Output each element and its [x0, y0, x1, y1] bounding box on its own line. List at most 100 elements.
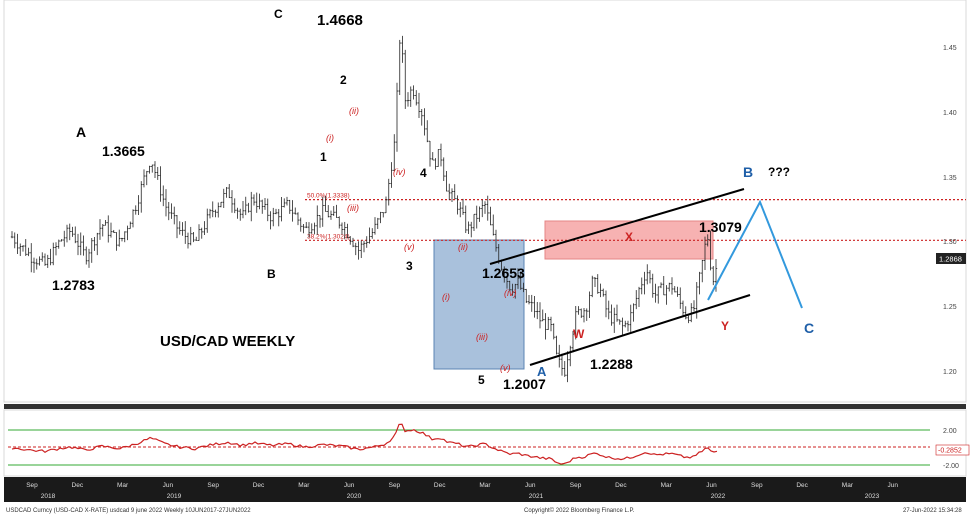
ohlc-bar — [445, 170, 448, 192]
ohlc-bar — [109, 222, 113, 238]
ohlc-bar — [310, 223, 313, 234]
ohlc-bar — [148, 165, 151, 174]
ohlc-bar — [461, 198, 465, 215]
ohlc-bar — [681, 300, 685, 317]
ohlc-bar — [577, 306, 580, 315]
ohlc-bar — [533, 295, 536, 318]
ohlc-bar — [643, 271, 646, 295]
month-tick: Sep — [751, 482, 763, 489]
ohlc-bar — [670, 277, 674, 295]
ohlc-bar — [373, 217, 377, 235]
ohlc-bar — [360, 240, 363, 259]
month-tick: Mar — [842, 482, 854, 489]
ohlc-bar — [640, 277, 643, 295]
ohlc-bar — [547, 316, 550, 330]
wave-label: 2 — [340, 73, 347, 87]
ohlc-bar — [184, 221, 187, 244]
ohlc-bar — [349, 236, 352, 245]
subwave-label: (iv) — [504, 288, 517, 298]
ohlc-bar — [186, 232, 190, 249]
ohlc-bar — [131, 209, 135, 228]
ohlc-bar — [409, 86, 412, 107]
ohlc-bar — [415, 90, 418, 106]
ohlc-bar — [294, 207, 297, 215]
ohlc-bar — [79, 232, 82, 256]
wave-annotations: A 1.3665 1.2783 B C 1.4668 2 (ii) (i) 1 … — [52, 7, 814, 392]
ohlc-bar — [118, 229, 121, 247]
ohlc-bar — [357, 241, 360, 260]
last-price-value: 1.2868 — [939, 255, 962, 264]
ohlc-bar — [219, 201, 223, 208]
ohlc-bar — [613, 307, 616, 333]
ohlc-bar — [192, 232, 195, 243]
price-panel-border — [3, 0, 967, 403]
ohlc-bar — [475, 205, 478, 229]
channel-upper-line — [489, 188, 745, 265]
ohlc-bar — [651, 273, 654, 298]
ohlc-bar — [549, 316, 553, 332]
ohlc-bar — [233, 198, 236, 214]
ohlc-bar — [516, 268, 520, 289]
ohlc-bar — [313, 222, 316, 235]
ohlc-bar — [137, 195, 140, 216]
ohlc-bar — [635, 290, 638, 310]
ohlc-bar — [665, 285, 668, 305]
ohlc-bar — [552, 323, 555, 340]
ohlc-bar — [153, 161, 157, 179]
ohlc-bar — [140, 181, 143, 213]
ohlc-bar — [393, 134, 396, 172]
ohlc-bar — [692, 300, 696, 312]
ohlc-bar — [580, 308, 583, 319]
ohlc-bar — [412, 85, 415, 100]
ohlc-bar — [624, 320, 627, 328]
ohlc-bar — [401, 35, 404, 63]
ohlc-bar — [610, 304, 613, 326]
ohlc-bar — [632, 303, 635, 322]
month-tick: Mar — [479, 482, 491, 489]
ohlc-bar — [104, 219, 107, 226]
ohlc-bar — [324, 195, 327, 212]
ohlc-bar — [654, 283, 657, 303]
ohlc-bar — [703, 236, 707, 271]
year-tick: 2022 — [711, 493, 726, 500]
ohlc-bar — [450, 188, 454, 203]
ohlc-bar — [164, 189, 168, 217]
ohlc-bar — [261, 199, 264, 214]
ohlc-bar — [46, 254, 49, 268]
ohlc-bar — [538, 302, 542, 329]
month-tick: Dec — [796, 482, 808, 489]
ohlc-bar — [483, 201, 487, 214]
footer-right: 27-Jun-2022 15:34:28 — [903, 508, 962, 514]
ohlc-bar — [525, 288, 528, 304]
price-bars — [10, 35, 718, 383]
ohlc-bar — [87, 248, 91, 268]
ohlc-bar — [615, 304, 619, 322]
ohlc-bar — [93, 237, 96, 251]
ohlc-bar — [560, 353, 564, 376]
footer-center: Copyright© 2022 Bloomberg Finance L.P. — [524, 507, 635, 514]
ohlc-bar — [343, 221, 346, 240]
month-tick: Jun — [525, 482, 536, 489]
ohlc-bar — [464, 205, 467, 234]
ohlc-bar — [321, 196, 324, 227]
wave-label: 3 — [406, 259, 413, 273]
ohlc-bar — [395, 82, 399, 152]
ohlc-bar — [134, 205, 137, 215]
ohlc-bar — [566, 351, 569, 383]
ohlc-bar — [519, 271, 522, 290]
year-tick: 2021 — [529, 493, 544, 500]
ohlc-bar — [107, 215, 110, 243]
ohlc-bar — [684, 306, 687, 320]
price-annotation: 1.3079 — [699, 219, 742, 235]
footer-left: USDCAD Curncy (USD-CAD X-RATE) usdcad 9 … — [6, 508, 251, 514]
ohlc-bar — [448, 183, 451, 201]
ohlc-bar — [170, 203, 173, 219]
ohlc-bar — [299, 217, 302, 232]
month-tick: Mar — [298, 482, 310, 489]
ohlc-bar — [679, 287, 682, 309]
ohlc-bar — [283, 198, 286, 208]
ohlc-bar — [318, 214, 322, 228]
ohlc-bar — [162, 185, 165, 207]
price-annotation: 1.3665 — [102, 143, 145, 159]
ohlc-bar — [362, 240, 366, 253]
